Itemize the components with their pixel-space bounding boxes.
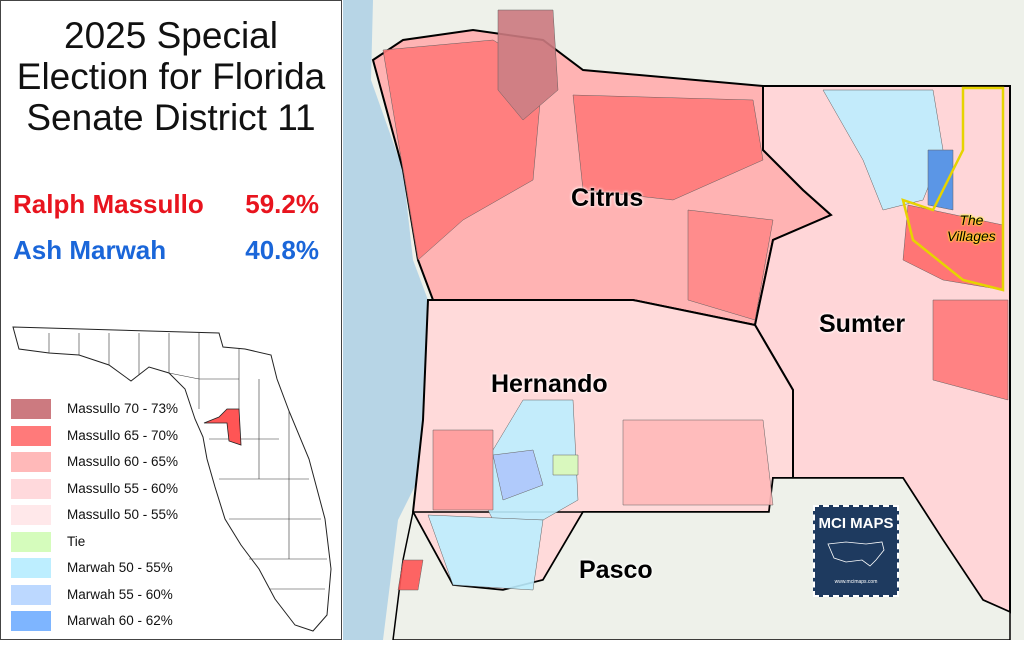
legend-swatch xyxy=(11,505,51,525)
candidate-pct: 40.8% xyxy=(245,235,319,265)
logo-url: www.mcimaps.com xyxy=(834,579,878,585)
candidate-pct: 59.2% xyxy=(245,189,319,219)
legend-label: Massullo 65 - 70% xyxy=(67,427,179,443)
legend-label: Marwah 55 - 60% xyxy=(67,586,173,602)
legend-swatch xyxy=(11,611,51,631)
map-svg xyxy=(343,0,1024,641)
county-label-citrus: Citrus xyxy=(571,184,644,212)
legend-label: Marwah 50 - 55% xyxy=(67,560,173,575)
legend-item: Massullo 60 - 65% xyxy=(11,452,201,472)
the-villages-label: The Villages xyxy=(947,212,996,244)
legend-swatch xyxy=(11,452,51,472)
info-panel: 2025 Special Election for Florida Senate… xyxy=(0,0,342,640)
precinct-map[interactable]: Citrus Sumter Hernando Pasco xyxy=(343,0,1024,641)
legend-item: Marwah 60 - 62% xyxy=(11,611,201,631)
legend-item: Massullo 55 - 60% xyxy=(11,478,201,499)
legend-swatch xyxy=(11,478,51,499)
legend-item: Marwah 50 - 55% xyxy=(11,558,201,578)
legend-swatch xyxy=(11,425,51,446)
county-label-sumter: Sumter xyxy=(819,310,906,338)
legend-swatch xyxy=(11,531,51,552)
florida-inset-map xyxy=(12,326,332,632)
legend-item: Massullo 65 - 70% xyxy=(11,425,201,446)
county-label-pasco: Pasco xyxy=(579,556,653,584)
title-line-2: Election for Florida xyxy=(16,56,326,97)
legend-swatch xyxy=(11,584,51,605)
title-line-1: 2025 Special xyxy=(64,15,278,56)
map-title: 2025 Special Election for Florida Senate… xyxy=(1,15,341,138)
legend-swatch xyxy=(11,558,51,578)
legend-item: Massullo 50 - 55% xyxy=(11,505,201,525)
result-marwah: Ash Marwah 40.8% xyxy=(13,235,331,266)
legend-label: Massullo 60 - 65% xyxy=(67,454,179,469)
legend-label: Marwah 60 - 62% xyxy=(67,613,173,628)
candidate-name: Ralph Massullo xyxy=(13,189,204,219)
legend-item: Massullo 70 - 73% xyxy=(11,399,201,419)
usa-map-icon xyxy=(827,541,885,567)
legend-item: Tie xyxy=(11,531,201,552)
legend-label: Massullo 70 - 73% xyxy=(67,401,179,416)
county-label-hernando: Hernando xyxy=(491,370,608,398)
legend-label: Tie xyxy=(67,533,86,549)
logo-name: MCI MAPS xyxy=(818,515,894,532)
legend-label: Massullo 55 - 60% xyxy=(67,480,179,496)
legend-swatch xyxy=(11,399,51,419)
title-line-3: Senate District 11 xyxy=(26,97,316,138)
legend-item: Marwah 55 - 60% xyxy=(11,584,201,605)
legend-label: Massullo 50 - 55% xyxy=(67,507,179,522)
district-highlight xyxy=(203,408,242,446)
mci-maps-logo: MCI MAPS www.mcimaps.com xyxy=(813,505,899,597)
candidate-name: Ash Marwah xyxy=(13,235,167,265)
result-massullo: Ralph Massullo 59.2% xyxy=(13,189,331,220)
